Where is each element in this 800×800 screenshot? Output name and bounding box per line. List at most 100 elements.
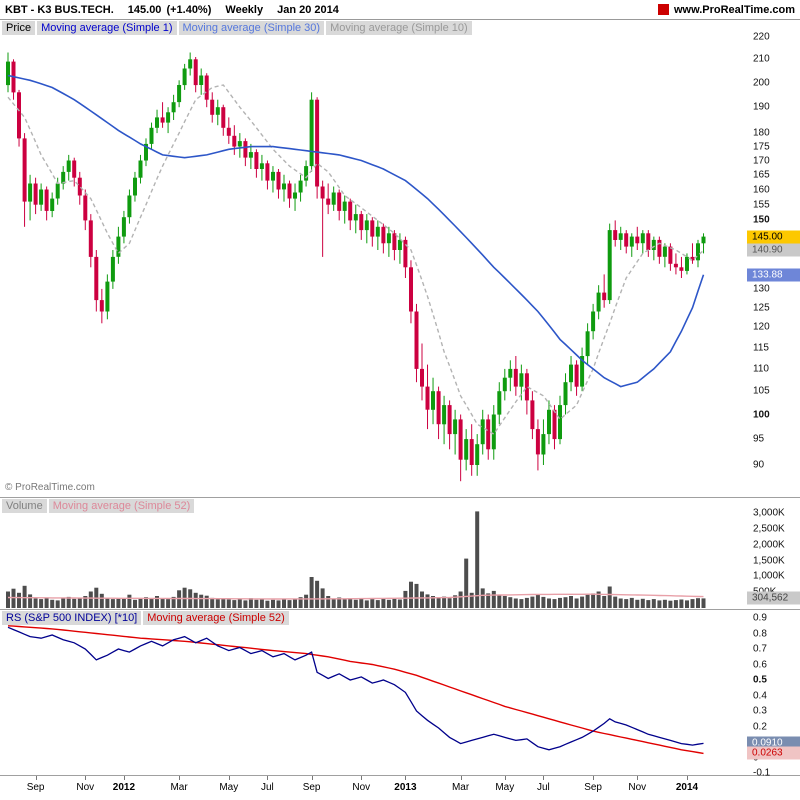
time-label: Mar <box>170 782 188 793</box>
price-tick-label: 160 <box>753 184 770 195</box>
rs-tick-label: 0.7 <box>753 643 767 655</box>
legend-item[interactable]: Moving average (Simple 1) <box>37 21 177 35</box>
price-tick-label: 115 <box>753 342 769 354</box>
time-axis: Sep Nov 2012 Mar May Jul Sep Nov 2013 Mar May Jul Se… <box>0 776 800 799</box>
price-tick-label: 125 <box>753 302 770 314</box>
time-label: Sep <box>584 782 602 793</box>
price-tick-label: 175 <box>753 141 770 153</box>
price-tick-label: 190 <box>753 101 770 113</box>
rs-tick-label: 0.9 <box>753 612 767 624</box>
legend-item[interactable]: Price <box>2 21 36 35</box>
price-legend: Price Moving average (Simple 1) Moving ave… <box>2 21 472 35</box>
legend-item[interactable]: Moving average (Simple 10) <box>326 21 472 35</box>
time-label: Jul <box>536 782 550 793</box>
volume-panel: Volume Moving average (Simple 52) 3,000K 2… <box>0 498 800 610</box>
axis-value-box: 145.00 <box>747 230 800 244</box>
volume-tick-label: 1,500K <box>753 555 785 566</box>
rs-axis: 0.90.80.70.60.50.40.30.20.10-0.10.09100.… <box>747 610 800 779</box>
time-tick <box>460 776 462 780</box>
axis-value-box: 304,562 <box>747 591 800 605</box>
time-label: Nov <box>352 782 371 793</box>
symbol-title: KBT - K3 BUS.TECH. <box>5 3 114 16</box>
rs-tick-label: 0.8 <box>753 628 767 639</box>
time-tick <box>504 776 506 780</box>
price-tick-label: 110 <box>753 363 769 375</box>
prorealtime-logo-icon <box>657 4 669 15</box>
price-axis: 220 210 200 190 180 175 170 165 160 155 150 130 125 1… <box>747 20 800 497</box>
timeframe-label: Weekly <box>225 3 264 16</box>
axis-value-box: 0.0263 <box>747 746 800 760</box>
time-tick <box>267 776 269 780</box>
time-tick <box>228 776 230 780</box>
time-tick <box>361 776 363 780</box>
volume-tick-label: 3,000K <box>753 507 785 519</box>
legend-item[interactable]: Moving average (Simple 30) <box>178 21 325 35</box>
time-label: Jul <box>260 782 274 793</box>
legend-item[interactable]: Volume <box>2 499 47 513</box>
price-tick-label: 220 <box>753 31 770 43</box>
rs-tick-label: -0.1 <box>753 767 771 779</box>
time-label: Mar <box>451 782 470 793</box>
axis-value-box: 0.0910 <box>747 736 800 750</box>
chart-header: KBT - K3 BUS.TECH. 145.00 (+1.40%) Weekl… <box>0 0 800 20</box>
time-tick <box>543 776 545 780</box>
time-tick <box>123 776 125 780</box>
price-chart[interactable] <box>0 20 747 498</box>
time-tick <box>637 776 639 780</box>
time-tick <box>593 776 595 780</box>
axis-value-box: 140.90 <box>747 243 800 257</box>
volume-tick-label: 1,000K <box>753 570 785 582</box>
time-label: 2014 <box>675 782 699 793</box>
time-tick <box>35 776 37 780</box>
time-label: Nov <box>628 782 647 793</box>
volume-tick-label: 2,500K <box>753 523 785 535</box>
last-price: 145.00 <box>127 3 162 16</box>
time-tick <box>179 776 181 780</box>
copyright-watermark: © ProRealTime.com <box>5 482 95 493</box>
rs-panel: RS (S&P 500 INDEX) [*10] Moving average (… <box>0 610 800 779</box>
legend-item[interactable]: Moving average (Simple 52) <box>48 499 195 513</box>
legend-item[interactable]: RS (S&P 500 INDEX) [*10] <box>2 611 142 625</box>
time-label: Nov <box>76 782 95 793</box>
time-label: 2013 <box>394 782 417 793</box>
time-label: 2012 <box>112 782 136 793</box>
price-tick-label: 105 <box>753 385 770 397</box>
volume-chart[interactable] <box>0 498 747 610</box>
time-tick <box>405 776 407 780</box>
rs-tick-label: 0.5 <box>753 674 767 686</box>
price-tick-label: 130 <box>753 283 770 295</box>
price-tick-label: 155 <box>753 199 770 211</box>
price-tick-label: 170 <box>753 155 770 166</box>
rs-tick-label: 0.2 <box>753 721 767 732</box>
time-label: May <box>495 782 515 793</box>
time-tick <box>85 776 87 780</box>
price-tick-label: 120 <box>753 321 770 333</box>
time-label: May <box>219 782 239 793</box>
rs-tick-label: 0.3 <box>753 705 767 717</box>
time-tick <box>311 776 313 780</box>
price-tick-label: 180 <box>753 127 770 139</box>
price-tick-label: 95 <box>753 433 765 445</box>
axis-value-box: 133.88 <box>747 268 800 282</box>
price-tick-label: 90 <box>753 459 765 471</box>
rs-chart[interactable] <box>0 610 747 776</box>
rs-tick-label: 0.4 <box>753 690 767 701</box>
price-tick-label: 210 <box>753 53 770 65</box>
legend-item[interactable]: Moving average (Simple 52) <box>143 611 289 625</box>
price-change: (+1.40%) <box>166 3 212 16</box>
time-label: Sep <box>26 782 45 793</box>
time-label: Sep <box>302 782 321 793</box>
price-tick-label: 150 <box>753 214 770 226</box>
rs-tick-label: 0.6 <box>753 659 767 670</box>
volume-legend: Volume Moving average (Simple 52) <box>2 499 195 513</box>
volume-tick-label: 2,000K <box>753 539 785 551</box>
date-label: Jan 20 2014 <box>277 3 339 16</box>
price-tick-label: 100 <box>753 409 770 420</box>
volume-axis: 3,000K2,500K2,000K1,500K1,000K500K304,56… <box>747 498 800 609</box>
price-tick-label: 200 <box>753 77 770 89</box>
price-panel: Price Moving average (Simple 1) Moving ave… <box>0 20 800 498</box>
price-tick-label: 165 <box>753 169 770 181</box>
site-link[interactable]: www.ProRealTime.com <box>673 3 795 16</box>
time-tick <box>687 776 688 780</box>
